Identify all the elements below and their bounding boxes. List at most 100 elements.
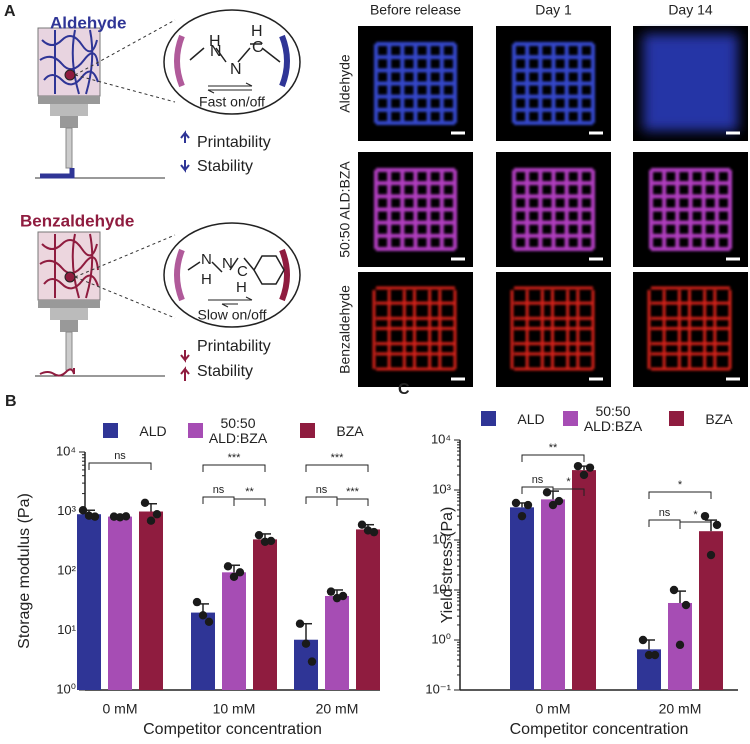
scheme-title: Benzaldehyde <box>20 211 134 230</box>
bar <box>572 470 596 690</box>
data-point <box>638 635 648 645</box>
data-point <box>542 488 552 497</box>
data-point <box>706 550 716 560</box>
data-point <box>307 657 317 666</box>
row-header: Benzaldehyde <box>337 285 353 374</box>
data-point <box>229 572 239 581</box>
significance-bracket <box>521 454 585 462</box>
x-tick-label: 20 mM <box>316 701 359 717</box>
gel-blob <box>643 34 738 131</box>
hydrogel-lattice <box>512 168 595 251</box>
bar <box>77 514 101 690</box>
legend-entry: 50:50 ALD:BZA <box>208 415 268 446</box>
data-point <box>140 498 150 508</box>
data-point <box>326 587 336 596</box>
significance-label: * <box>678 479 683 491</box>
significance-bracket <box>233 498 266 506</box>
y-tick-label: 10¹ <box>57 622 76 637</box>
image-grid: Before release Day 1 Day 14 Aldehyde 50:50 A… <box>337 2 748 387</box>
data-point <box>146 516 156 525</box>
panel-label: A <box>4 3 16 20</box>
legend-swatch <box>481 411 496 426</box>
data-point <box>675 640 685 650</box>
x-axis-label: Competitor concentration <box>143 721 322 738</box>
data-point <box>369 527 379 537</box>
significance-bracket <box>336 498 369 506</box>
x-tick-label: 0 mM <box>536 701 571 717</box>
bar <box>356 529 380 690</box>
data-point <box>192 597 202 607</box>
data-point <box>223 562 233 571</box>
data-point <box>90 512 100 521</box>
y-tick-label: 10² <box>57 562 76 577</box>
hydrogel-lattice <box>372 286 457 371</box>
significance-label: *** <box>346 486 360 498</box>
significance-label: ns <box>114 450 126 462</box>
legend-label: ALD <box>517 410 545 427</box>
data-point <box>644 650 654 660</box>
significance-label: * <box>566 476 571 488</box>
column-header: Before release <box>370 2 461 18</box>
data-point <box>266 536 276 546</box>
legend-entry: ALD <box>139 422 167 439</box>
y-tick-label: 10⁴ <box>56 443 76 458</box>
legend-entry: ALD <box>517 410 545 427</box>
property: Printability <box>197 134 271 151</box>
property: Stability <box>197 363 253 380</box>
data-point <box>301 639 311 648</box>
scheme-title: Aldehyde <box>50 13 127 32</box>
atom: C <box>252 39 264 56</box>
significance-bracket <box>202 496 235 504</box>
atom: H <box>209 33 221 50</box>
legend-entry: BZA <box>705 411 732 426</box>
hydrogel-lattice <box>647 286 732 371</box>
y-tick-label: 10³ <box>57 503 76 518</box>
legend-swatch <box>300 423 315 438</box>
data-point <box>681 600 691 610</box>
significance-label: * <box>693 509 698 521</box>
legend-label: 50:50 ALD:BZA <box>583 403 643 434</box>
legend-entry: BZA <box>336 422 364 439</box>
significance-label: ** <box>245 486 254 498</box>
hydrogel-lattice <box>510 286 595 371</box>
y-axis-label: Storage modulus (Pa) <box>16 493 33 649</box>
legend-swatch <box>563 411 578 426</box>
legend-label: ALD <box>139 422 167 439</box>
atom: N <box>230 61 242 78</box>
bar <box>139 511 163 690</box>
legend-swatch <box>188 423 203 438</box>
bar <box>108 516 132 690</box>
kinetics: Fast on/off <box>199 94 265 110</box>
data-point <box>204 617 214 627</box>
data-point <box>700 511 710 521</box>
property: Stability <box>197 158 253 175</box>
y-tick-label: 10⁻¹ <box>425 681 451 696</box>
data-point <box>712 520 722 530</box>
significance-bracket <box>305 464 369 472</box>
significance-bracket <box>552 488 585 496</box>
significance-label: ns <box>659 507 671 519</box>
atom: H <box>236 279 247 296</box>
x-tick-label: 20 mM <box>659 701 702 717</box>
kinetics: Slow on/off <box>197 307 266 323</box>
legend-label: 50:50 ALD:BZA <box>208 415 268 446</box>
hydrogel-lattice <box>374 42 457 125</box>
atom: N <box>222 255 233 272</box>
y-tick-label: 10³ <box>432 481 451 496</box>
bar <box>510 507 534 690</box>
column-header: Day 1 <box>535 2 572 18</box>
legend-label: BZA <box>336 422 364 439</box>
data-point <box>669 585 679 595</box>
data-point <box>573 461 583 471</box>
data-point <box>511 498 521 508</box>
bar <box>253 539 277 690</box>
hydrogel-lattice <box>512 42 595 125</box>
y-axis-label: Yield stress (Pa) <box>439 507 456 624</box>
hydrogel-lattice <box>374 168 457 251</box>
y-tick-label: 10¹ <box>432 581 451 596</box>
data-point <box>517 511 527 521</box>
data-point <box>585 463 595 472</box>
atom: C <box>237 263 248 280</box>
data-point <box>152 510 162 519</box>
